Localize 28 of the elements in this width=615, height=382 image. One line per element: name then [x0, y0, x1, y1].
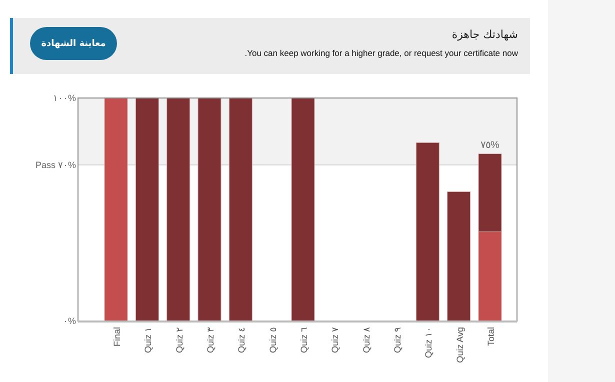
- total-label: ٧٥%: [480, 140, 500, 151]
- bar: [228, 98, 252, 322]
- x-tick-label: Quiz ٦: [299, 327, 309, 354]
- bar: [447, 191, 471, 322]
- x-tick-label: Quiz ٣: [206, 327, 216, 354]
- x-tick-label: Total: [486, 327, 496, 346]
- x-tick-label: Quiz ٧: [330, 327, 340, 354]
- bar: [104, 98, 128, 322]
- y-tick-label: Pass ٧٠%: [35, 160, 76, 170]
- x-tick-label: Quiz ٨: [361, 327, 372, 354]
- x-tick-label: Quiz Avg: [454, 327, 465, 363]
- bar: [416, 142, 440, 322]
- x-tick-label: Quiz ٤: [236, 327, 247, 354]
- bar: [198, 98, 222, 322]
- chart-title: شهادتك جاهزة: [452, 28, 518, 41]
- x-tick-label: Quiz ٢: [174, 327, 184, 354]
- bar: [166, 98, 190, 322]
- y-tick-label: ١٠٠%: [52, 93, 76, 103]
- x-tick-label: Quiz ٥: [268, 327, 278, 354]
- y-tick-label: ٠%: [62, 316, 76, 326]
- text: معاينة الشهادة: [30, 27, 117, 60]
- bar: [291, 98, 315, 322]
- x-tick-label: Quiz ١٠: [424, 327, 434, 358]
- bar: [135, 98, 159, 322]
- chart-subtitle: You can keep working for a higher grade, or request your certificate now.: [244, 48, 518, 58]
- x-tick-label: Final: [112, 327, 122, 347]
- x-tick-label: Quiz ١: [143, 327, 154, 354]
- x-tick-label: Quiz ٩: [392, 327, 402, 354]
